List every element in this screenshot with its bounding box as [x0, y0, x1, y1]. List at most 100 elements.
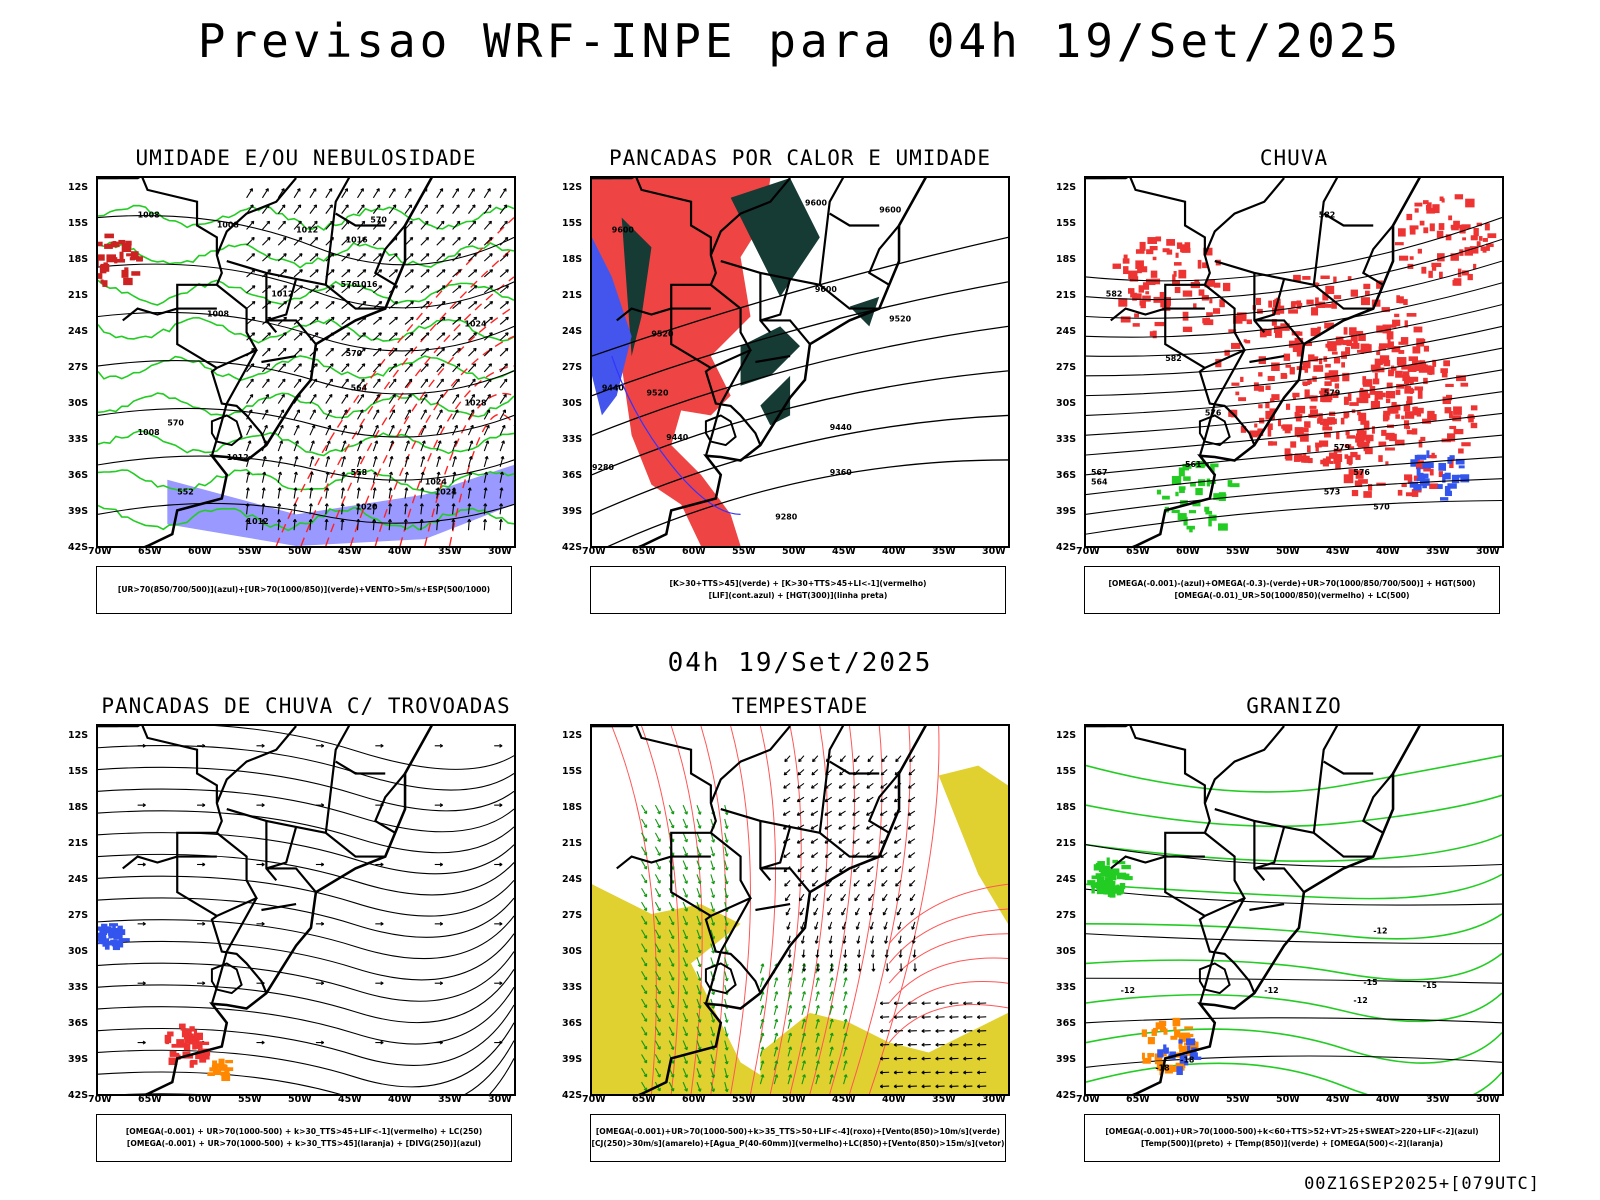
rain-area — [1310, 327, 1321, 337]
country-border — [335, 212, 386, 227]
streamline-arrow — [494, 862, 503, 867]
rain-area — [1313, 365, 1324, 372]
rain-area — [1486, 243, 1494, 248]
wind-vector — [810, 796, 819, 803]
lat-tick-label: 15S — [1056, 218, 1077, 229]
wind-vector — [784, 755, 791, 763]
wind-vector — [245, 503, 250, 515]
wind-vector — [468, 236, 477, 246]
contour-label: 9520 — [889, 314, 912, 323]
wind-vector-strong — [801, 1004, 806, 1016]
lat-tick-label: 30S — [68, 946, 89, 957]
rain-area — [1304, 421, 1311, 428]
country-border — [1254, 319, 1305, 345]
streamline — [98, 788, 514, 833]
rain-area — [1403, 404, 1411, 412]
wind-vector — [935, 1001, 945, 1006]
thickness-contour — [399, 365, 514, 546]
omega-area — [1195, 461, 1205, 469]
lon-tick-label: 50W — [288, 546, 312, 557]
wind-vector — [309, 253, 319, 262]
rain-area — [1140, 301, 1146, 309]
contour-label: 573 — [1324, 488, 1341, 497]
wind-vector — [420, 269, 430, 278]
wind-vector — [372, 316, 383, 325]
wind-vector — [921, 1070, 931, 1075]
country-border — [709, 178, 791, 256]
country-border — [210, 831, 268, 994]
rain-area — [1309, 405, 1317, 409]
lat-tick-label: 27S — [68, 910, 89, 921]
country-border — [670, 308, 712, 369]
omega-area-orange — [1151, 1029, 1157, 1036]
wind-vector — [452, 285, 462, 294]
contour-label: 9280 — [592, 463, 615, 472]
streamline-arrow — [434, 743, 443, 748]
omega-area — [1422, 473, 1429, 479]
rain-area — [1240, 426, 1247, 433]
streamline-arrow — [434, 921, 443, 926]
wind-vector — [483, 188, 491, 199]
wind-vector — [420, 236, 430, 246]
contour-label: -15 — [1423, 981, 1437, 990]
rain-area — [1322, 291, 1329, 301]
wind-vector — [907, 1070, 917, 1075]
hgt-contour — [1086, 325, 1502, 377]
rain-area — [1428, 454, 1437, 459]
rain-area — [1443, 360, 1450, 367]
lon-tick-label: 65W — [1126, 546, 1150, 557]
wind-vector — [341, 409, 348, 420]
wind-vector — [483, 204, 492, 214]
storm-area — [176, 1043, 183, 1048]
wind-vector-strong — [654, 915, 661, 926]
wind-vector — [857, 963, 862, 972]
wind-vector — [357, 253, 366, 262]
wind-vector — [796, 796, 805, 803]
rain-area — [1319, 390, 1326, 394]
wind-vector — [420, 301, 430, 309]
omega-area-orange — [1174, 1029, 1181, 1038]
wind-vector-strong — [654, 984, 661, 995]
wind-vector — [976, 1015, 987, 1020]
lon-tick-label: 55W — [732, 546, 756, 557]
wind-vector — [963, 1084, 973, 1089]
rain-area — [1304, 389, 1310, 399]
rh-lower-contour — [98, 279, 514, 306]
temp850-patch — [1096, 882, 1103, 890]
streamline — [98, 832, 514, 875]
wind-vector-strong — [668, 1026, 675, 1037]
rain-area — [1295, 415, 1302, 422]
lon-tick-label: 65W — [632, 546, 656, 557]
contour-label: 1020 — [356, 502, 379, 511]
thickness-contour — [275, 217, 514, 546]
wind-vector — [356, 503, 361, 515]
wind-vector-strong — [801, 1060, 806, 1071]
wind-vector — [811, 769, 819, 776]
rain-area — [1162, 248, 1170, 253]
wind-vector — [309, 393, 317, 404]
legend-box: [K>30+TTS>45](verde) + [K>30+TTS>45+LI<-… — [590, 566, 1006, 614]
wind-vector — [840, 893, 847, 902]
rain-area — [1399, 296, 1404, 304]
streamline — [98, 875, 514, 917]
temp850-patch — [1124, 876, 1133, 881]
lon-tick-label: 55W — [238, 1094, 262, 1105]
streamline-arrow — [137, 862, 146, 867]
wind-vector-strong — [759, 977, 765, 988]
wind-vector — [949, 1001, 959, 1006]
rain-area — [1341, 351, 1347, 359]
rh-patch — [98, 259, 99, 267]
wind-vector — [866, 866, 874, 873]
rain-area — [1350, 342, 1360, 349]
wind-vector — [483, 393, 491, 404]
country-border — [829, 212, 880, 227]
rain-area — [1315, 297, 1319, 307]
rain-area — [1304, 342, 1313, 346]
water-contour — [769, 726, 802, 1094]
lon-tick-label: 60W — [1176, 1094, 1200, 1105]
lon-tick-label: 45W — [338, 1094, 362, 1105]
rain-area — [1365, 434, 1374, 442]
rain-area — [1381, 307, 1390, 313]
omega-area — [1444, 490, 1452, 497]
